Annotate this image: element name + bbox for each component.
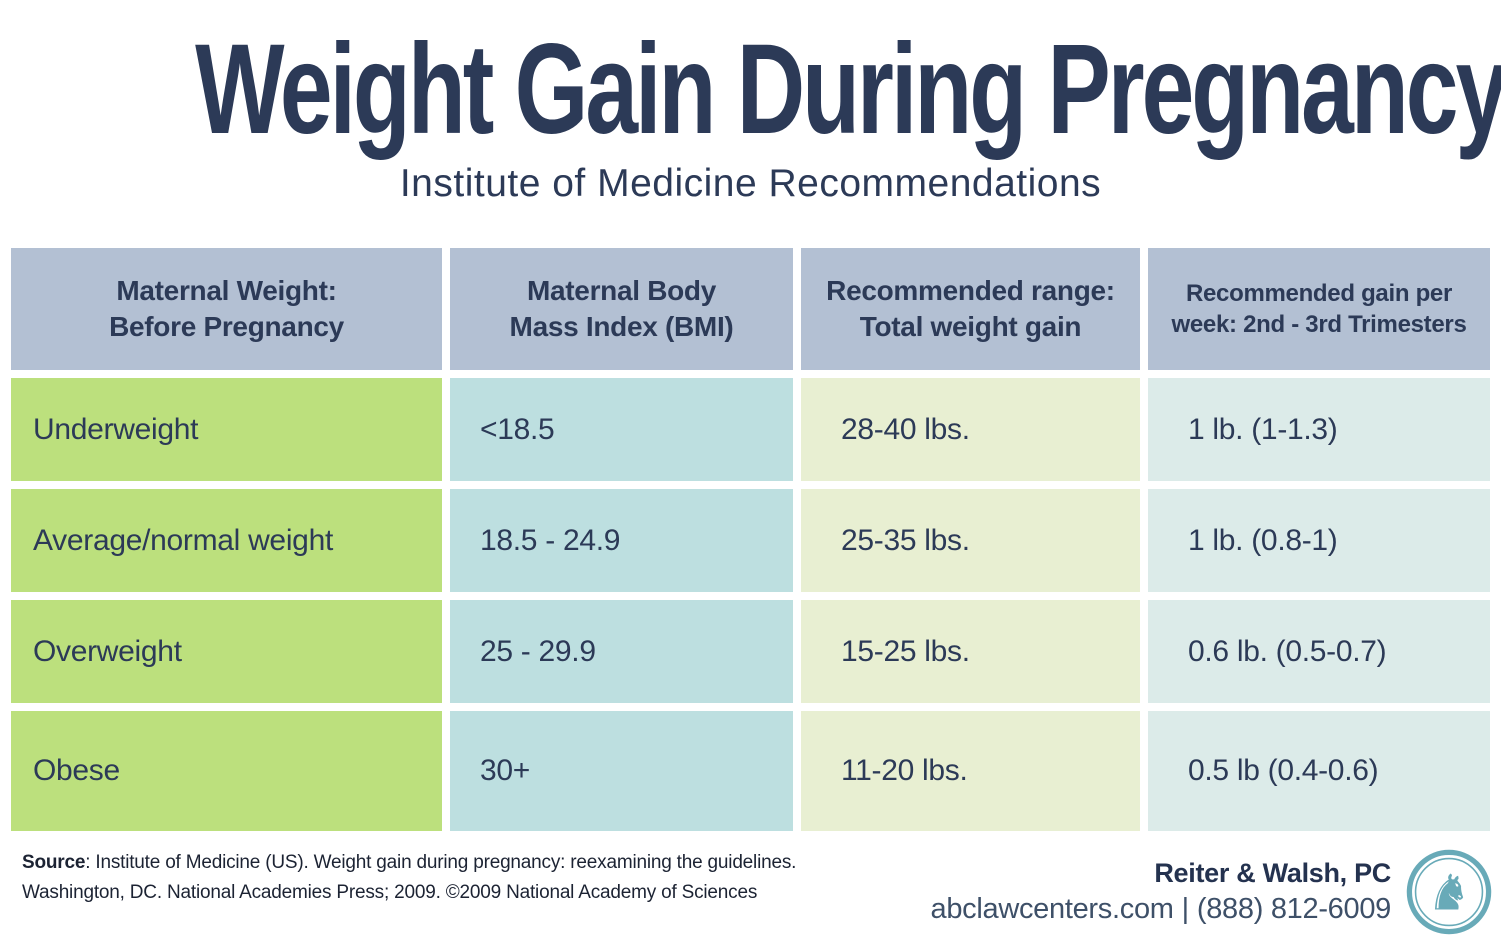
header-line: Mass Index (BMI)	[509, 311, 734, 342]
header-line: week: 2nd - 3rd Trimesters	[1171, 311, 1467, 338]
table-row-obese-category: Obese	[11, 711, 442, 831]
table-row-underweight-total-gain: 28-40 lbs.	[801, 378, 1140, 481]
table-row-average-gain-per-week: 1 lb. (0.8-1)	[1148, 489, 1490, 592]
source-label: Source	[22, 852, 86, 873]
table-row-average-category: Average/normal weight	[11, 489, 442, 592]
website-link: abclawcenters.com	[930, 893, 1174, 925]
header-maternal-weight: Maternal Weight: Before Pregnancy	[11, 248, 442, 370]
table-row-obese-bmi: 30+	[450, 711, 793, 831]
masthead: Weight Gain During Pregnancy Institute o…	[0, 0, 1501, 206]
separator: |	[1181, 893, 1190, 925]
table-row-underweight-bmi: <18.5	[450, 378, 793, 481]
header-line: Before Pregnancy	[109, 311, 344, 342]
phone-number: (888) 812-6009	[1196, 893, 1391, 925]
brand-text: Reiter & Walsh, PC abclawcenters.com | (88…	[930, 858, 1392, 926]
table-row-overweight-category: Overweight	[11, 600, 442, 703]
header-bmi: Maternal Body Mass Index (BMI)	[450, 248, 793, 370]
table-row-obese-total-gain: 11-20 lbs.	[801, 711, 1140, 831]
page-subtitle: Institute of Medicine Recommendations	[399, 162, 1102, 205]
header-line: Recommended gain per	[1185, 280, 1453, 307]
table-row-overweight-gain-per-week: 0.6 lb. (0.5-0.7)	[1148, 600, 1490, 703]
knight-logo: ♞	[1405, 848, 1493, 936]
table-row-overweight-bmi: 25 - 29.9	[450, 600, 793, 703]
footer: Source: Institute of Medicine (US). Weig…	[0, 840, 1501, 935]
source-line1: : Institute of Medicine (US). Weight gai…	[85, 852, 797, 873]
table-row-obese-gain-per-week: 0.5 lb (0.4-0.6)	[1148, 711, 1490, 831]
header-line: Maternal Weight:	[116, 275, 337, 306]
header-line: Maternal Body	[526, 275, 717, 306]
table-row-average-bmi: 18.5 - 24.9	[450, 489, 793, 592]
header-line: Total weight gain	[859, 311, 1082, 342]
knight-icon: ♞	[1427, 864, 1471, 922]
header-line: Recommended range:	[826, 275, 1115, 306]
header-gain-per-week: Recommended gain per week: 2nd - 3rd Tri…	[1148, 248, 1490, 370]
firm-name: Reiter & Walsh, PC	[1154, 858, 1391, 888]
table-row-underweight-category: Underweight	[11, 378, 442, 481]
header-total-gain: Recommended range: Total weight gain	[801, 248, 1140, 370]
contact-line: abclawcenters.com | (888) 812-6009	[930, 892, 1392, 926]
table-row-overweight-total-gain: 15-25 lbs.	[801, 600, 1140, 703]
page-title: Weight Gain During Pregnancy	[195, 18, 1501, 161]
source-line2: Washington, DC. National Academies Press…	[22, 882, 758, 903]
table-row-average-total-gain: 25-35 lbs.	[801, 489, 1140, 592]
source-citation: Source: Institute of Medicine (US). Weig…	[22, 848, 796, 908]
table-row-underweight-gain-per-week: 1 lb. (1-1.3)	[1148, 378, 1490, 481]
knight-logo-svg: ♞	[1406, 849, 1492, 935]
brand-block: Reiter & Walsh, PC abclawcenters.com | (88…	[931, 848, 1493, 936]
recommendations-table: Maternal Weight: Before Pregnancy Matern…	[11, 248, 1490, 831]
